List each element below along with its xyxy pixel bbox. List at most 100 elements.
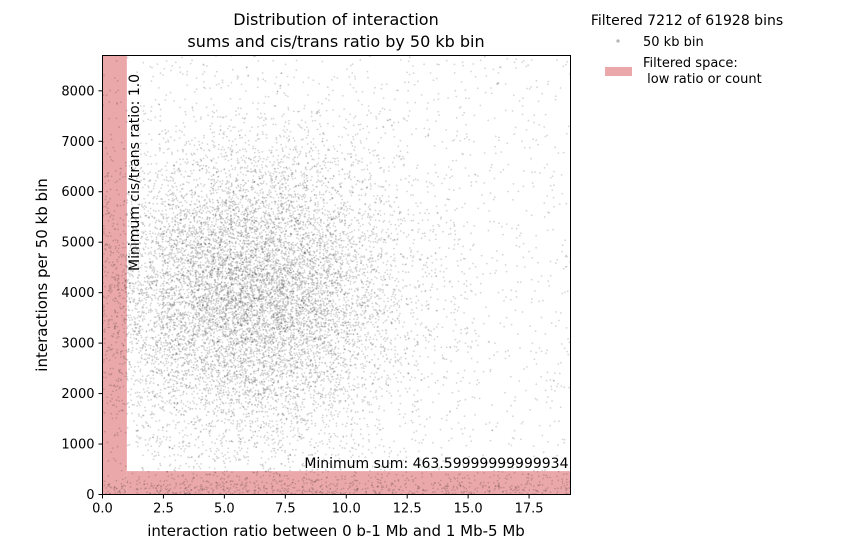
scatter-point: [235, 313, 237, 316]
scatter-point: [267, 415, 269, 417]
scatter-point: [245, 233, 248, 236]
scatter-point: [508, 355, 511, 357]
scatter-point: [178, 290, 181, 292]
scatter-point: [111, 261, 114, 264]
scatter-point: [167, 316, 170, 319]
scatter-point: [277, 209, 279, 212]
scatter-point: [159, 325, 162, 327]
scatter-point: [189, 175, 192, 178]
scatter-point: [161, 231, 164, 233]
scatter-point: [510, 444, 513, 447]
scatter-point: [327, 425, 330, 428]
scatter-point: [332, 483, 335, 486]
scatter-point: [258, 170, 261, 173]
scatter-point: [162, 257, 165, 259]
scatter-point: [356, 411, 359, 413]
scatter-point: [493, 117, 496, 120]
scatter-point: [267, 226, 270, 228]
scatter-point: [225, 242, 228, 244]
scatter-point: [376, 195, 379, 197]
scatter-point: [340, 262, 342, 265]
scatter-point: [252, 431, 254, 433]
scatter-point: [271, 295, 274, 298]
scatter-point: [127, 292, 130, 295]
scatter-point: [174, 182, 176, 185]
scatter-point: [222, 369, 225, 372]
scatter-point: [117, 274, 120, 276]
scatter-point: [131, 318, 134, 321]
scatter-point: [218, 341, 221, 343]
scatter-point: [314, 263, 317, 265]
scatter-point: [314, 330, 316, 333]
scatter-point: [220, 148, 223, 151]
scatter-point: [295, 221, 298, 223]
scatter-point: [350, 141, 353, 143]
scatter-point: [562, 65, 565, 68]
scatter-point: [425, 261, 428, 264]
scatter-point: [310, 254, 312, 257]
scatter-point: [119, 171, 122, 174]
scatter-point: [206, 277, 209, 280]
scatter-point: [281, 349, 284, 352]
scatter-point: [108, 231, 111, 234]
scatter-point: [242, 239, 245, 242]
scatter-point: [283, 125, 286, 128]
scatter-point: [428, 334, 431, 336]
scatter-point: [351, 145, 354, 147]
scatter-point: [309, 440, 311, 443]
scatter-point: [327, 331, 329, 334]
scatter-point: [124, 273, 127, 276]
scatter-point: [336, 294, 339, 296]
scatter-point: [535, 246, 537, 249]
scatter-point: [434, 381, 437, 384]
scatter-point: [147, 210, 150, 212]
scatter-point: [276, 291, 278, 293]
scatter-point: [261, 150, 264, 153]
scatter-point: [327, 161, 329, 164]
scatter-point: [364, 378, 367, 381]
scatter-point: [525, 366, 528, 368]
scatter-point: [524, 486, 526, 489]
scatter-point: [377, 325, 379, 328]
scatter-point: [323, 401, 325, 404]
scatter-point: [168, 342, 170, 344]
scatter-point: [240, 336, 243, 338]
scatter-point: [361, 384, 364, 386]
scatter-point: [137, 413, 140, 415]
scatter-point: [186, 360, 189, 363]
scatter-point: [296, 365, 298, 368]
scatter-point: [455, 116, 458, 119]
scatter-point: [238, 425, 241, 428]
scatter-point: [236, 425, 238, 428]
scatter-point: [318, 193, 321, 196]
scatter-point: [264, 231, 267, 233]
scatter-point: [209, 447, 212, 450]
scatter-point: [235, 486, 238, 489]
scatter-point: [436, 288, 439, 291]
scatter-point: [329, 198, 331, 201]
scatter-point: [198, 326, 201, 329]
scatter-point: [393, 260, 396, 262]
scatter-point: [326, 214, 329, 217]
scatter-point: [353, 176, 356, 178]
scatter-point: [568, 487, 570, 489]
scatter-point: [154, 356, 156, 359]
scatter-point: [341, 198, 344, 201]
scatter-point: [365, 137, 368, 140]
scatter-point: [182, 356, 184, 359]
scatter-point: [470, 184, 473, 187]
scatter-point: [365, 490, 367, 493]
scatter-point: [116, 289, 119, 291]
scatter-point: [274, 348, 276, 351]
scatter-point: [437, 98, 440, 100]
scatter-point: [388, 204, 391, 206]
scatter-point: [328, 211, 331, 213]
scatter-point: [439, 270, 442, 273]
scatter-point: [468, 267, 471, 270]
scatter-point: [306, 180, 309, 182]
scatter-point: [343, 108, 346, 110]
scatter-point: [333, 273, 336, 276]
scatter-point: [243, 324, 246, 327]
scatter-point: [193, 421, 196, 424]
scatter-point: [282, 252, 285, 255]
